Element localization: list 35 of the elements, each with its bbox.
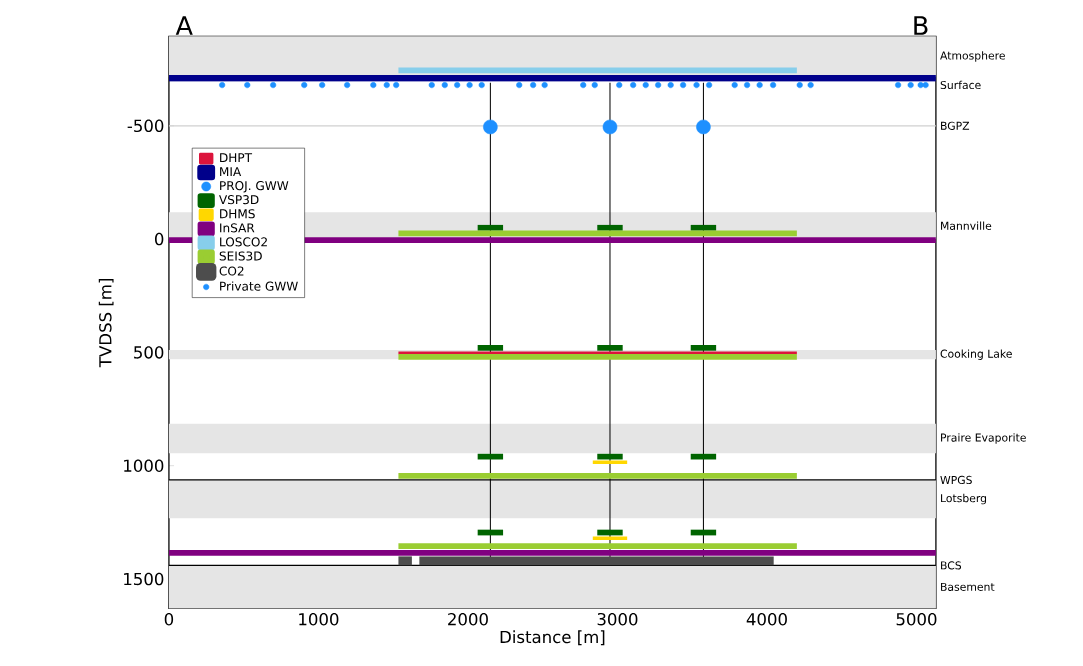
text: Surface bbox=[940, 80, 981, 90]
legend-label: DHMS bbox=[220, 209, 255, 219]
legend-label: Private GWW bbox=[220, 281, 298, 291]
text: B bbox=[914, 16, 928, 35]
x-tick-label: 4000 bbox=[746, 613, 787, 626]
x-tick-label: 3000 bbox=[597, 613, 638, 626]
legend-label: SEIS3D bbox=[219, 251, 262, 261]
band-label: Mannville bbox=[941, 221, 992, 231]
x-tick-label: 2000 bbox=[448, 613, 488, 626]
legend-label: DHPT bbox=[220, 153, 253, 163]
y-tick-label: 0 bbox=[154, 232, 164, 246]
band-label: Basement bbox=[941, 583, 995, 592]
x-tick-label: 1000 bbox=[299, 613, 339, 626]
legend-label: VSP3D bbox=[219, 195, 259, 205]
y-axis-title: TVDSS [m] bbox=[98, 279, 114, 368]
band-label: Praire Evaporite bbox=[941, 433, 1026, 444]
ref-line-label: WPGS bbox=[940, 475, 972, 485]
band-label: Atmosphere bbox=[940, 51, 1005, 62]
y-tick-label: 1500 bbox=[124, 572, 164, 586]
y-tick-label: -500 bbox=[127, 119, 164, 133]
legend-label: LOSCO2 bbox=[220, 237, 267, 247]
band-label: Lotsberg bbox=[941, 493, 987, 505]
x-tick-label: 5000 bbox=[896, 613, 937, 626]
legend-label: CO2 bbox=[219, 266, 244, 276]
band-label: Cooking Lake bbox=[940, 349, 1012, 361]
y-tick-label: 1000 bbox=[124, 459, 164, 473]
legend-label: MIA bbox=[220, 167, 242, 177]
x-axis-title: Distance [m] bbox=[500, 630, 605, 646]
ref-line-label: BGPZ bbox=[941, 121, 970, 131]
y-tick-label: 500 bbox=[134, 346, 164, 359]
legend-label: PROJ. GWW bbox=[220, 181, 289, 193]
x-tick-label: 0 bbox=[164, 613, 174, 626]
legend-label: InSAR bbox=[220, 223, 255, 233]
ref-line-label: BCS bbox=[941, 561, 962, 570]
text: A bbox=[175, 16, 193, 35]
